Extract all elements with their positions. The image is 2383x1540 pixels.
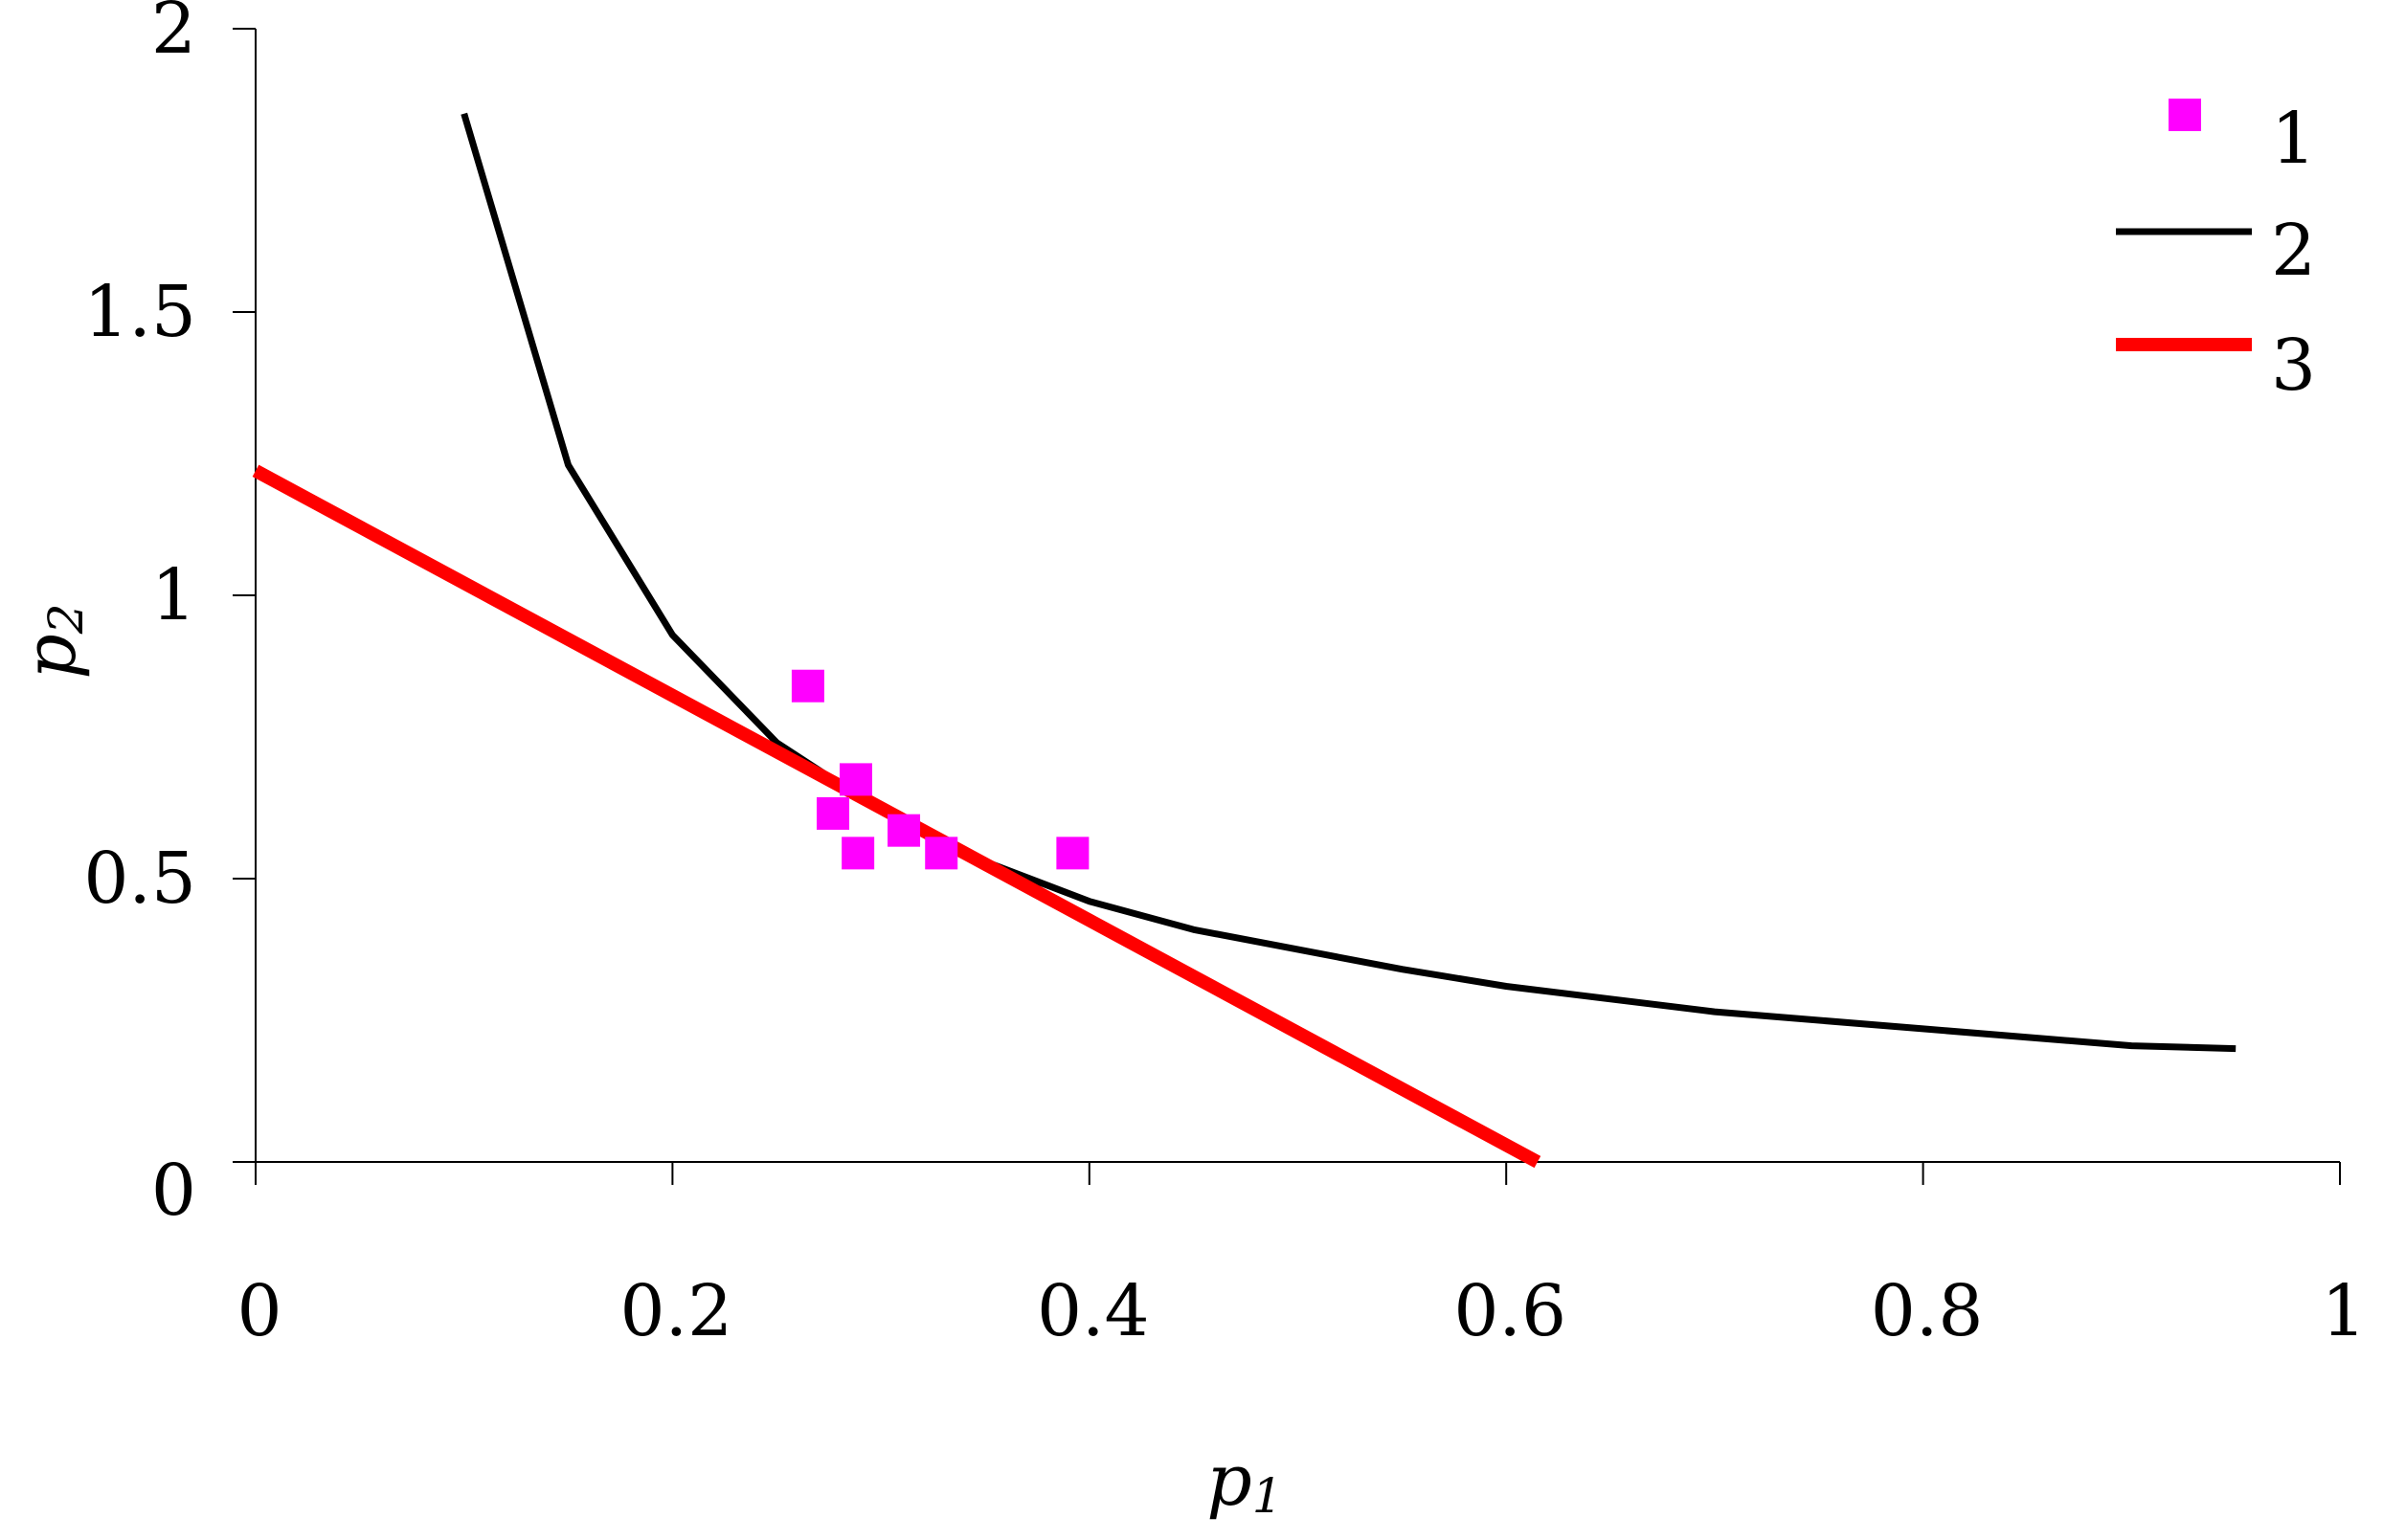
legend: 1 2 3 — [2116, 98, 2316, 407]
legend-label-2: 2 — [2271, 210, 2316, 292]
x-tick-label: 0.8 — [1871, 1270, 1984, 1352]
x-tick-label: 0.6 — [1453, 1270, 1566, 1352]
series-1-point — [839, 763, 872, 796]
series-1-point — [842, 837, 875, 870]
series-2-line — [461, 112, 2237, 1053]
x-tick-label: 0 — [236, 1270, 281, 1352]
y-axis-title: p2 — [10, 603, 94, 679]
series-layer — [252, 112, 2237, 1169]
x-axis-title: p1 — [1206, 1440, 1282, 1524]
axes: 0 0.5 1 1.5 2 0 0.2 0.4 0.6 0.8 1 — [83, 0, 2366, 1352]
series-1-point — [817, 796, 850, 830]
y-tick-label: 1.5 — [83, 271, 196, 353]
y-tick-label: 0.5 — [83, 837, 196, 920]
legend-label-1: 1 — [2271, 98, 2316, 180]
y-tick-label: 2 — [151, 0, 196, 70]
x-tick-label: 0.4 — [1037, 1270, 1150, 1352]
y-axis-title-sub: 2 — [38, 603, 94, 635]
y-axis-title-main: p — [10, 634, 92, 679]
y-tick-label: 1 — [151, 554, 196, 636]
x-tick-label: 0.2 — [620, 1270, 733, 1352]
x-tick-label: 1 — [2321, 1270, 2366, 1352]
series-1-point — [888, 814, 921, 847]
series-1-point — [1056, 837, 1090, 870]
series-1-point — [791, 669, 824, 703]
y-tick-label: 0 — [151, 1149, 196, 1232]
legend-marker-1 — [2169, 99, 2201, 131]
series-1-point — [925, 837, 958, 870]
x-axis-title-sub: 1 — [1252, 1468, 1283, 1524]
x-axis-title-main: p — [1206, 1440, 1251, 1522]
legend-label-3: 3 — [2271, 324, 2316, 407]
